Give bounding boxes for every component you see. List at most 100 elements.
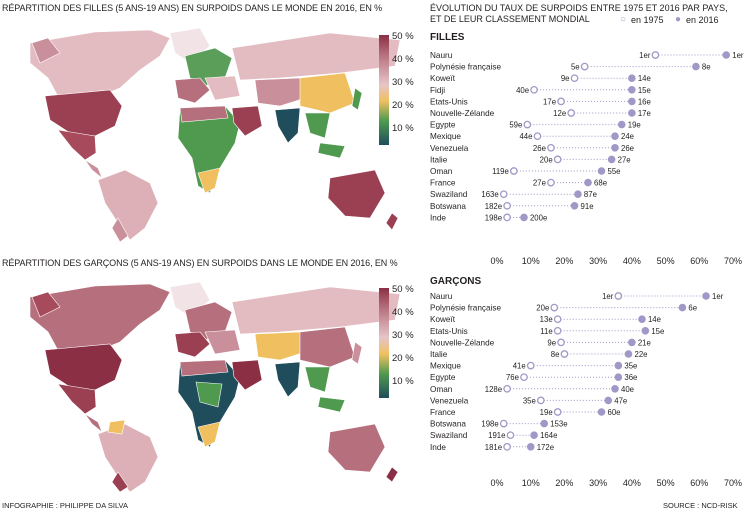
girls-rank-2016-label: 24e: [621, 132, 634, 141]
girls-dot-2016: [617, 120, 626, 129]
girls-dot-1975: [567, 109, 576, 117]
legend-2016-label: en 2016: [686, 15, 719, 25]
eastern-europe-region: [204, 75, 241, 101]
china-region: [299, 326, 356, 368]
girls-rank-1975-label: 40e: [516, 86, 529, 95]
russia-region: [231, 286, 401, 335]
new-zealand-region: [385, 212, 399, 231]
boys-country-label: Italie: [430, 350, 448, 359]
girls-country-label: Fidji: [430, 86, 445, 95]
boys-country-label: Etats-Unis: [430, 327, 468, 336]
girls-rank-2016-label: 200e: [530, 213, 547, 222]
indonesia-region: [317, 396, 346, 413]
boys-x-tick-label: 60%: [690, 478, 708, 488]
boys-rank-2016-label: 153e: [550, 420, 567, 429]
girls-country-label: Oman: [430, 167, 453, 176]
australia-region: [327, 169, 386, 219]
boys-dot-2016: [530, 431, 538, 440]
usa-region: [44, 343, 123, 391]
girls-rank-2016-label: 8e: [702, 63, 711, 72]
girls-map-title: RÉPARTITION DES FILLES (5 ANS-19 ANS) EN…: [2, 3, 383, 13]
girls-country-label: Egypte: [430, 121, 456, 130]
legend-1975-label: en 1975: [631, 15, 664, 25]
boys-country-label: Oman: [430, 385, 453, 394]
girls-dot-2016: [628, 86, 636, 94]
boys-rank-1975-label: 35e: [523, 396, 536, 405]
dotplot-title-line1: ÉVOLUTION DU TAUX DE SURPOIDS ENTRE 1975…: [430, 3, 728, 13]
north-africa-region: [179, 359, 229, 377]
girls-dot-2016: [597, 167, 606, 175]
boys-rank-2016-label: 40e: [621, 385, 634, 394]
boys-rank-2016-label: 164e: [540, 431, 557, 440]
girls-dot-2016: [628, 97, 636, 106]
boys-rank-1975-label: 181e: [485, 443, 502, 452]
boys-dot-2016: [641, 327, 650, 335]
middle-east-region: [231, 359, 263, 391]
boys-dot-2016: [597, 408, 606, 416]
boys-rank-2016-label: 35e: [624, 362, 637, 371]
dotplot-title-line2: ET DE LEUR CLASSEMENT MONDIAL: [430, 14, 590, 24]
boys-country-label: Polynésie française: [430, 304, 501, 313]
credit-infographie: INFOGRAPHIE : PHILIPPE DA SILVA: [2, 501, 129, 510]
girls-dot-2016: [584, 178, 592, 187]
credit-source: SOURCE : NCD-RISK: [663, 501, 738, 510]
girls-dot-2016: [611, 132, 619, 140]
boys-dot-1975: [553, 326, 562, 335]
girls-country-label: Mexique: [430, 132, 461, 141]
boys-dot-1975: [614, 292, 623, 300]
boys-rank-2016-label: 36e: [624, 373, 637, 382]
india-region: [274, 107, 301, 144]
east-africa-region: [195, 381, 223, 408]
girls-dot-1975: [503, 213, 511, 222]
boys-rank-1975-label: 19e: [540, 408, 553, 417]
girls-dot-1975: [499, 190, 508, 199]
boys-rank-1975-label: 13e: [540, 315, 553, 324]
new-zealand-region: [385, 466, 399, 483]
girls-country-label: Botswana: [430, 202, 466, 211]
boys-rank-2016-label: 1er: [712, 292, 724, 301]
russia-region: [231, 32, 401, 81]
boys-x-tick-label: 40%: [623, 478, 641, 488]
girls-section-title: FILLES: [430, 32, 465, 43]
boys-rank-1975-label: 11e: [540, 327, 552, 336]
andes-region: [107, 419, 126, 435]
boys-rank-1975-label: 1er: [602, 292, 614, 301]
boys-dot-1975: [499, 419, 508, 428]
alaska-region: [31, 37, 61, 64]
boys-x-tick-label: 0%: [490, 478, 503, 488]
girls-dot-1975: [533, 132, 542, 141]
girls-rank-2016-label: 17e: [638, 109, 651, 118]
boys-dot-1975: [557, 338, 565, 347]
girls-legend-label-20: 20 %: [392, 100, 414, 111]
japan-region: [351, 341, 363, 365]
boys-map-title: RÉPARTITION DES GARÇONS (5 ANS-19 ANS) E…: [2, 258, 398, 268]
girls-legend-label-50: 50 %: [392, 31, 414, 42]
girls-rank-1975-label: 119e: [492, 167, 509, 176]
boys-dot-2016: [614, 373, 623, 382]
boys-dot-2016: [624, 350, 633, 358]
boys-dot-2016: [614, 361, 623, 370]
girls-rank-2016-label: 26e: [621, 144, 634, 153]
girls-dot-1975: [503, 201, 511, 210]
girls-rank-1975-label: 59e: [509, 121, 522, 130]
girls-dot-1975: [651, 51, 660, 59]
girls-dot-1975: [557, 97, 565, 106]
boys-dot-2016: [540, 419, 548, 428]
central-america-region: [84, 413, 103, 433]
girls-rank-1975-label: 163e: [481, 190, 498, 199]
girls-rank-2016-label: 14e: [638, 74, 651, 83]
boys-x-tick-label: 50%: [657, 478, 675, 488]
girls-dot-2016: [570, 202, 579, 210]
boys-rank-2016-label: 14e: [648, 315, 661, 324]
girls-dot-2016: [520, 213, 528, 222]
western-europe-region: [174, 331, 211, 358]
boys-rank-1975-label: 191e: [488, 431, 505, 440]
chile-argentina-region: [111, 217, 129, 243]
canada-region: [29, 29, 171, 109]
girls-country-label: Inde: [430, 213, 446, 222]
girls-legend-label-30: 30 %: [392, 77, 414, 88]
girls-dot-1975: [553, 155, 562, 164]
alaska-region: [31, 291, 61, 318]
western-europe-region: [174, 77, 211, 104]
boys-rank-1975-label: 198e: [481, 420, 498, 429]
